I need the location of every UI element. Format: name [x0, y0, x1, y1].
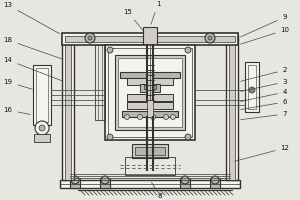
Circle shape [85, 33, 95, 43]
Bar [60, 180, 240, 188]
Bar [118, 58, 182, 127]
Circle shape [208, 36, 212, 40]
Bar [143, 27, 157, 45]
Circle shape [35, 121, 49, 135]
Text: 1: 1 [151, 1, 160, 24]
Circle shape [71, 176, 79, 184]
Bar [127, 78, 173, 85]
Text: 14: 14 [4, 57, 62, 81]
Circle shape [88, 36, 92, 40]
Bar [70, 178, 80, 188]
Circle shape [170, 114, 175, 119]
Text: 10: 10 [241, 27, 290, 44]
Circle shape [211, 176, 219, 184]
Text: 13: 13 [4, 2, 60, 34]
Text: 7: 7 [241, 111, 287, 120]
Bar [144, 85, 156, 89]
Bar [36, 68, 48, 122]
Circle shape [185, 47, 191, 53]
Bar [135, 147, 165, 155]
Text: 8: 8 [152, 182, 162, 199]
Bar [147, 72, 153, 117]
Text: 6: 6 [241, 99, 287, 110]
Bar [226, 35, 238, 180]
Bar [65, 36, 235, 42]
Bar [132, 144, 168, 158]
Circle shape [185, 134, 191, 140]
Bar [245, 62, 259, 112]
Bar [122, 111, 178, 117]
Circle shape [164, 114, 169, 119]
Bar [180, 178, 190, 188]
Circle shape [124, 114, 130, 119]
Text: 9: 9 [241, 14, 287, 37]
Bar [140, 84, 160, 92]
Bar [33, 65, 51, 125]
Circle shape [39, 125, 45, 131]
Bar [100, 178, 110, 188]
Circle shape [181, 176, 189, 184]
Text: 19: 19 [4, 79, 32, 89]
Bar [62, 35, 74, 180]
Circle shape [249, 87, 255, 93]
Circle shape [101, 176, 109, 184]
Bar [127, 102, 173, 109]
Circle shape [107, 47, 113, 53]
Circle shape [205, 33, 215, 43]
Bar [34, 134, 50, 142]
Bar [125, 157, 175, 175]
Bar [65, 35, 71, 180]
Text: 12: 12 [235, 145, 290, 161]
Circle shape [151, 114, 155, 119]
Text: 16: 16 [4, 107, 30, 114]
Bar [248, 65, 256, 109]
Bar [145, 60, 155, 100]
Bar [108, 48, 192, 137]
Bar [62, 33, 238, 45]
Text: 18: 18 [4, 37, 62, 59]
Bar [120, 72, 180, 78]
Bar [127, 94, 173, 101]
Text: 4: 4 [241, 89, 287, 101]
Bar [105, 45, 195, 140]
Text: 2: 2 [241, 67, 287, 81]
Bar [95, 45, 105, 120]
Text: 15: 15 [124, 9, 143, 31]
Circle shape [107, 134, 113, 140]
Text: 3: 3 [241, 79, 287, 91]
Circle shape [137, 114, 142, 119]
Bar [115, 55, 185, 130]
Bar [229, 35, 235, 180]
Bar [210, 178, 220, 188]
